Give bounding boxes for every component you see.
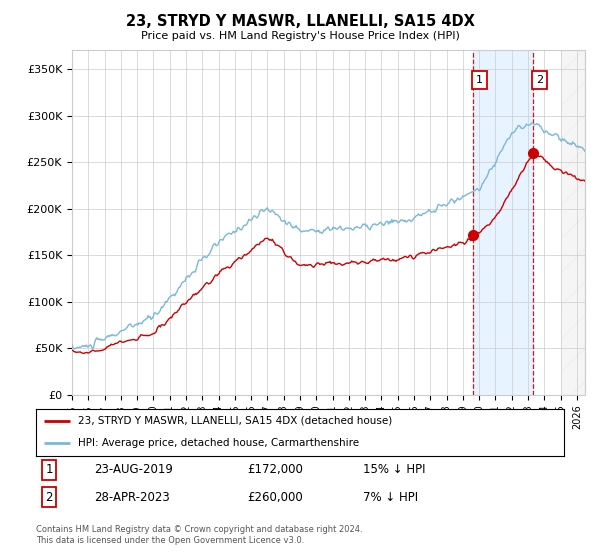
Text: 23, STRYD Y MASWR, LLANELLI, SA15 4DX (detached house): 23, STRYD Y MASWR, LLANELLI, SA15 4DX (d… [78,416,392,426]
Bar [560,50,585,395]
Text: 2: 2 [46,491,53,504]
Text: HPI: Average price, detached house, Carmarthenshire: HPI: Average price, detached house, Carm… [78,438,359,448]
Bar [473,50,533,395]
Text: £172,000: £172,000 [247,463,303,476]
Text: 23-AUG-2019: 23-AUG-2019 [94,463,173,476]
Text: £260,000: £260,000 [247,491,303,504]
Text: Price paid vs. HM Land Registry's House Price Index (HPI): Price paid vs. HM Land Registry's House … [140,31,460,41]
Text: 1: 1 [476,75,483,85]
Text: 15% ↓ HPI: 15% ↓ HPI [364,463,426,476]
Text: 2: 2 [536,75,543,85]
Text: 23, STRYD Y MASWR, LLANELLI, SA15 4DX: 23, STRYD Y MASWR, LLANELLI, SA15 4DX [125,14,475,29]
Text: 1: 1 [46,463,53,476]
Text: 7% ↓ HPI: 7% ↓ HPI [364,491,418,504]
Text: Contains HM Land Registry data © Crown copyright and database right 2024.
This d: Contains HM Land Registry data © Crown c… [36,525,362,545]
Text: 28-APR-2023: 28-APR-2023 [94,491,170,504]
